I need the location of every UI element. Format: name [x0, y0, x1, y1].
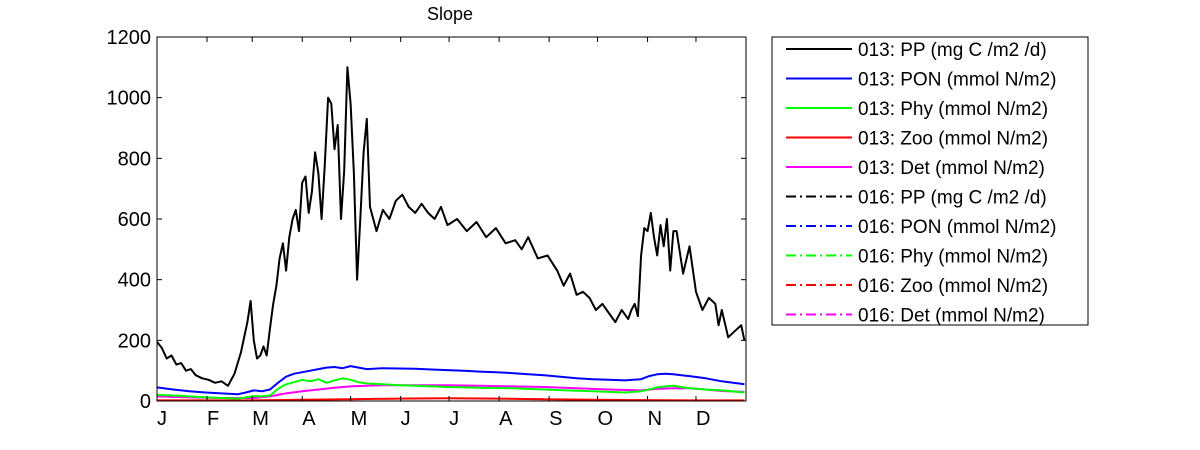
legend-label: 016: Zoo (mmol N/m2) [858, 276, 1048, 297]
plot-lines [156, 66, 746, 402]
legend-label: 013: PP (mg C /m2 /d) [858, 40, 1047, 61]
plot-area [156, 36, 747, 402]
series-line-2 [156, 377, 745, 400]
x-tick-label: A [499, 408, 513, 430]
x-tick-label: M [252, 408, 269, 430]
x-tick-label: F [207, 408, 219, 430]
y-tick-label: 800 [118, 148, 151, 170]
y-tick-label: 400 [118, 270, 151, 292]
x-tick-label: S [549, 408, 562, 430]
y-tick-label: 1000 [107, 88, 152, 110]
series-line-4 [156, 384, 745, 399]
x-tick-label: N [648, 408, 662, 430]
x-tick-label: D [696, 408, 710, 430]
x-tick-label: J [157, 408, 167, 430]
legend: 013: PP (mg C /m2 /d) 013: PON (mmol N/m2… [771, 36, 1089, 327]
series-line-3 [157, 397, 745, 402]
y-tick-label: 200 [118, 330, 151, 352]
legend-label: 013: PON (mmol N/m2) [858, 70, 1056, 91]
legend-label: 016: Det (mmol N/m2) [858, 306, 1045, 327]
series-line-1 [156, 365, 745, 396]
y-tick-label: 0 [140, 391, 151, 413]
legend-box [771, 36, 1089, 326]
x-tick-label: A [302, 408, 316, 430]
x-tick-label: J [449, 408, 459, 430]
legend-label: 013: Zoo (mmol N/m2) [858, 129, 1048, 150]
y-tick-label: 1200 [107, 27, 152, 49]
legend-label: 016: PON (mmol N/m2) [858, 217, 1056, 238]
legend-label: 016: PP (mg C /m2 /d) [858, 188, 1047, 209]
legend-label: 016: Phy (mmol N/m2) [858, 247, 1048, 268]
y-tick-label: 600 [118, 209, 151, 231]
y-axis: 0 200 400 600 800 1000 1200 [107, 27, 746, 413]
legend-label: 013: Det (mmol N/m2) [858, 158, 1045, 179]
x-tick-label: M [351, 408, 368, 430]
chart-title: Slope [427, 4, 473, 24]
x-tick-label: O [598, 408, 614, 430]
series-line-0 [156, 66, 746, 387]
x-tick-label: J [401, 408, 411, 430]
legend-label: 013: Phy (mmol N/m2) [858, 99, 1048, 120]
